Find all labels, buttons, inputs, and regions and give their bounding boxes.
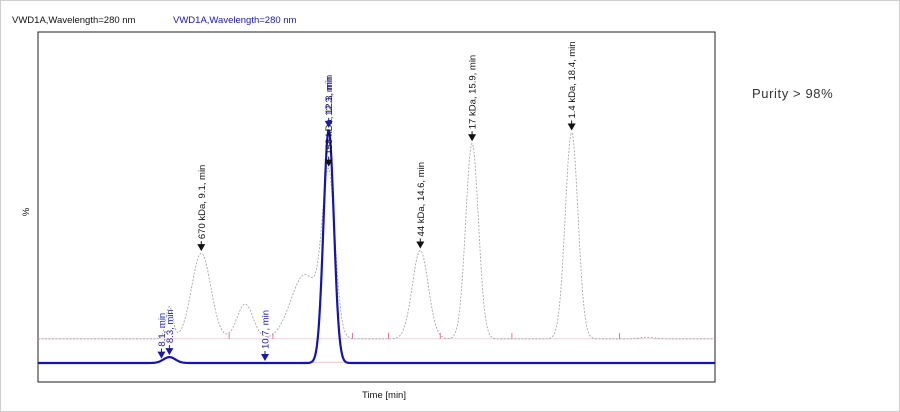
peak-arrow-head-4 — [567, 123, 576, 131]
peak-label-1: 158 kDa, 12.3, min — [324, 75, 335, 155]
peak-label-0: 670 kDa, 9.1, min — [197, 165, 208, 239]
peak-arrow-head-2 — [416, 241, 425, 249]
x-axis-label: Time [min] — [362, 390, 406, 401]
peak-arrow-head-6 — [165, 348, 174, 356]
series-layer — [38, 129, 715, 365]
peak-arrow-head-1 — [324, 159, 333, 167]
peak-label-4: 1.4 kDa, 18.4, min — [567, 41, 578, 118]
peak-label-2: 44 kDa, 14.6, min — [416, 162, 427, 236]
y-axis-label: % — [21, 207, 32, 216]
integration-marks — [38, 332, 715, 363]
chart-title-black: VWD1A,Wavelength=280 nm — [12, 15, 136, 26]
peak-arrow-head-0 — [197, 244, 206, 252]
peak-arrow-head-3 — [468, 134, 477, 142]
peak-arrow-head-5 — [157, 351, 166, 359]
peak-arrow-head-7 — [260, 354, 269, 361]
peak-label-3: 17 kDa, 15.9, min — [468, 55, 479, 129]
peak-arrow-head-8 — [324, 120, 333, 128]
peak-label-8: 12.3, min — [324, 77, 335, 116]
peak-label-7: 10.7, min — [260, 310, 271, 349]
peak-label-5: 8.1, min — [157, 313, 168, 347]
plot-area-border — [37, 31, 716, 383]
peak-labels: 670 kDa, 9.1, min 158 kDa, 12.3, min 44 kD… — [157, 41, 578, 361]
purity-annotation: Purity > 98% — [752, 86, 833, 101]
peak-label-6: 8.3, min — [165, 309, 176, 343]
series-line-sample — [38, 129, 715, 365]
chart-title-blue: VWD1A,Wavelength=280 nm — [173, 15, 297, 26]
series-line-standard — [38, 132, 715, 340]
